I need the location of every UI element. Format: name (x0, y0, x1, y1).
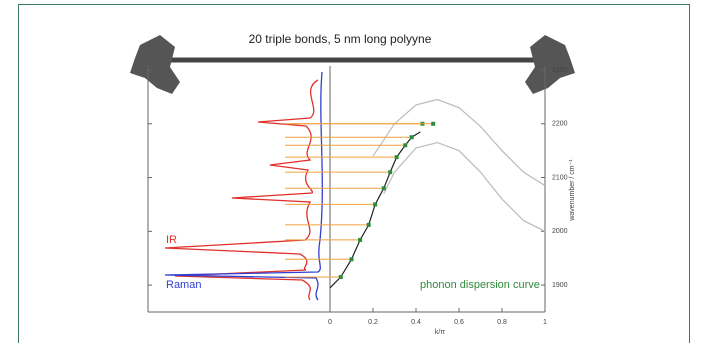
point (410, 135, 414, 139)
x-tick-label: 0.6 (454, 319, 464, 326)
point (431, 122, 435, 126)
point (373, 202, 377, 206)
y-tick-label: 2200 (552, 121, 568, 128)
point (350, 257, 354, 261)
figure: 20 triple bonds, 5 nm long polyyne IR Ra… (0, 0, 704, 343)
x-tick-label: 0.2 (368, 319, 378, 326)
point (395, 155, 399, 159)
dispersion-label: phonon dispersion curve (420, 279, 540, 291)
ir-label: IR (166, 234, 177, 246)
point (403, 143, 407, 147)
y-axis-label: wavenumber / cm⁻¹ (569, 159, 576, 222)
point (382, 186, 386, 190)
y-tick-label: 2100 (552, 174, 568, 181)
y-tick-label: 2300 (552, 67, 568, 74)
chart-title: 20 triple bonds, 5 nm long polyyne (249, 32, 432, 46)
y-tick-label: 1900 (552, 282, 568, 289)
point (339, 275, 343, 279)
y-tick-label: 2000 (552, 228, 568, 235)
frame (19, 5, 690, 344)
point (358, 238, 362, 242)
x-tick-label: 0 (328, 319, 332, 326)
point (388, 170, 392, 174)
raman-label: Raman (166, 279, 201, 291)
x-tick-label: 0.4 (411, 319, 421, 326)
x-tick-label: 0.8 (497, 319, 507, 326)
point (367, 223, 371, 227)
x-tick-label: 1 (543, 319, 547, 326)
x-axis-label: k/π (435, 329, 445, 336)
